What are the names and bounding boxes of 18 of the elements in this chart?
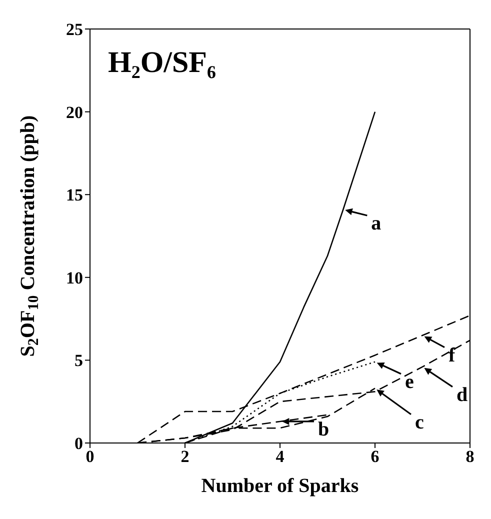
legend-label: e xyxy=(405,370,414,393)
legend-label: b xyxy=(318,418,330,440)
legend-label: c xyxy=(415,411,424,434)
y-tick-label: 5 xyxy=(74,351,83,370)
y-tick-label: 15 xyxy=(66,186,83,205)
y-tick-label: 20 xyxy=(66,102,83,122)
x-tick-label: 2 xyxy=(180,447,190,466)
series-label: d xyxy=(456,384,468,406)
x-tick-label: 4 xyxy=(276,447,285,466)
y-tick-label: 10 xyxy=(66,268,83,288)
x-tick-label: 8 xyxy=(466,447,474,466)
y-tick-label: 0 xyxy=(74,434,83,454)
text: H₂O/SF₆ xyxy=(108,46,216,80)
legend-label: a xyxy=(371,212,382,235)
x-axis-title: Number of Sparks xyxy=(201,475,359,497)
y-tick-label: 25 xyxy=(66,20,83,40)
legend-label: f xyxy=(448,344,456,366)
x-tick-label: 6 xyxy=(370,447,380,466)
